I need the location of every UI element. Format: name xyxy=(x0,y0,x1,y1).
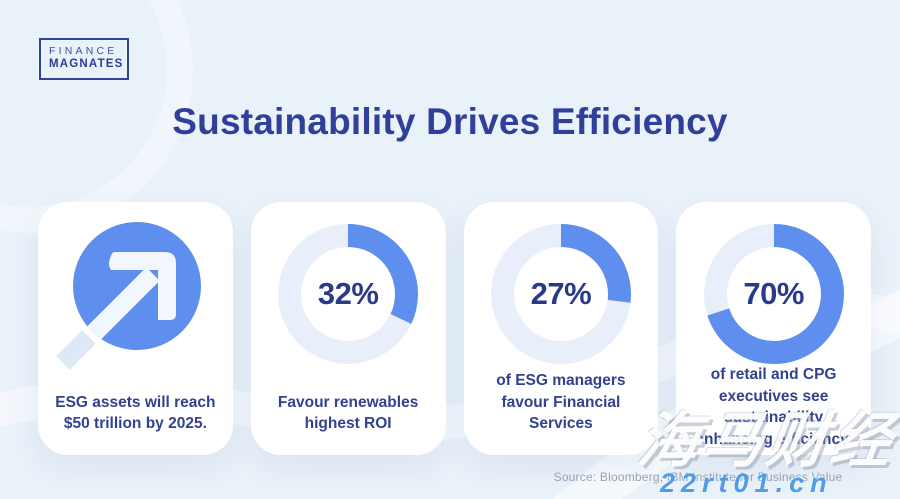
donut-chart-27: 27% xyxy=(490,224,631,364)
stat-card-esg-managers: 27% of ESG managers favour Financial Ser… xyxy=(463,202,659,455)
stat-card-esg-assets: ESG assets will reach $50 trillion by 20… xyxy=(38,202,233,455)
donut-value-label: 32% xyxy=(317,276,379,311)
donut-chart-70: 70% xyxy=(703,224,844,364)
page-title: Sustainability Drives Efficiency xyxy=(172,101,728,142)
stat-caption: of ESG managers favour Financial Service… xyxy=(496,371,626,433)
stat-caption: of retail and CPG executives see sustain… xyxy=(695,366,852,449)
logo-line-magnates: MAGNATES xyxy=(49,58,124,71)
url-watermark: 22rt01.cn xyxy=(660,468,833,498)
stat-cards-row: ESG assets will reach $50 trillion by 20… xyxy=(38,202,871,455)
donut-chart-32: 32% xyxy=(278,224,419,364)
donut-value-label: 70% xyxy=(743,276,804,311)
cjk-watermark: 海马财经 xyxy=(634,407,900,474)
source-attribution: Source: Bloomberg, IBM Institute for Bus… xyxy=(553,470,843,484)
arrow-up-right-icon xyxy=(55,216,215,381)
stat-card-renewables-roi: 32% Favour renewables highest ROI xyxy=(250,202,446,455)
stat-card-retail-cpg: 70% of retail and CPG executives see sus… xyxy=(676,202,871,455)
logo-line-finance: FINANCE xyxy=(49,45,118,57)
donut-value-label: 27% xyxy=(530,276,592,311)
stat-caption: ESG assets will reach $50 trillion by 20… xyxy=(55,393,216,433)
stat-caption: Favour renewables highest ROI xyxy=(277,393,419,433)
finance-magnates-logo: FINANCE MAGNATES xyxy=(39,38,129,80)
